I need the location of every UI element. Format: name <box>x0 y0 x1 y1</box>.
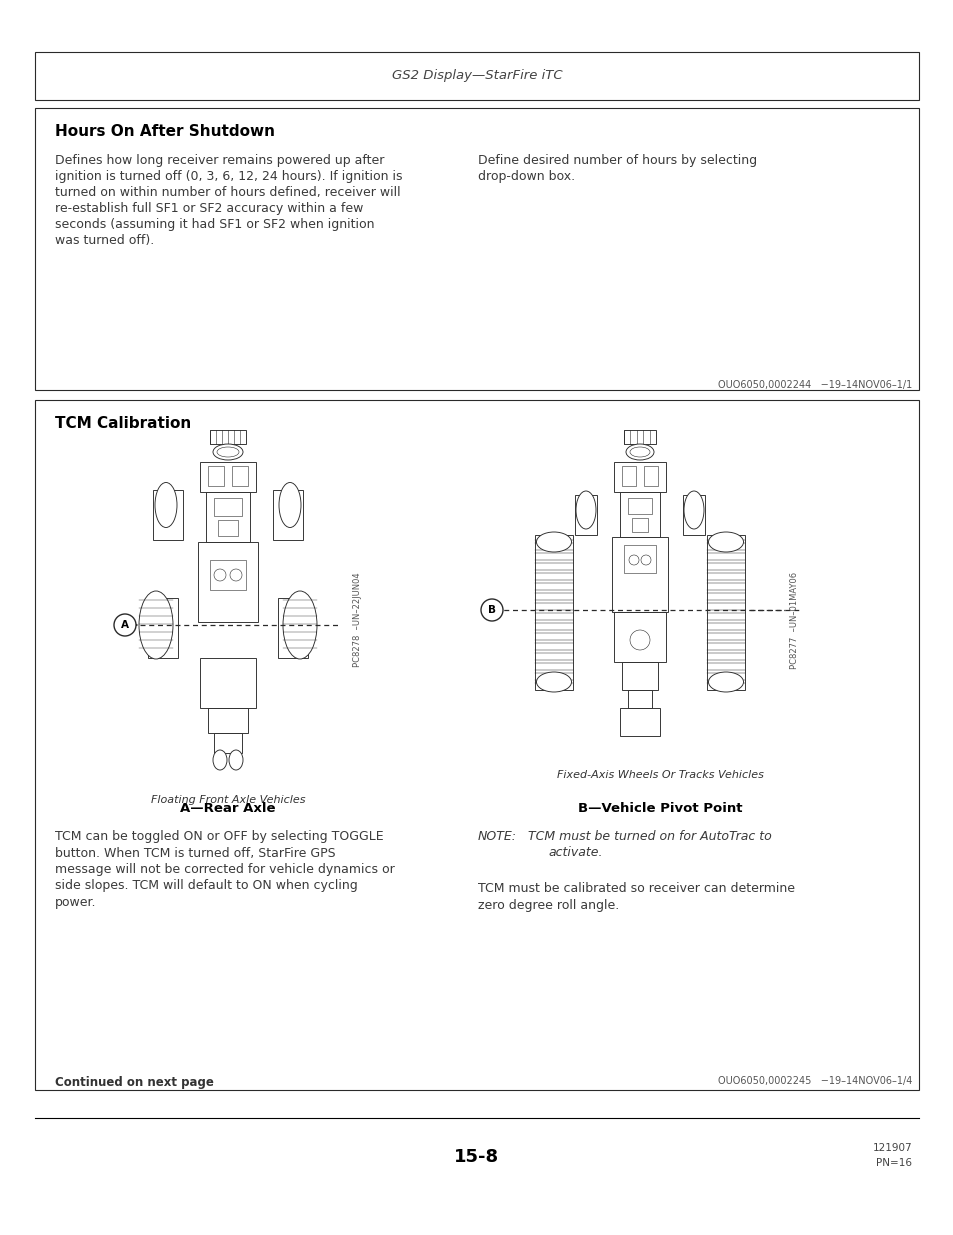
Bar <box>208 466 224 487</box>
Text: TCM Calibration: TCM Calibration <box>55 416 191 431</box>
Text: message will not be corrected for vehicle dynamics or: message will not be corrected for vehicl… <box>55 863 395 876</box>
Bar <box>643 466 658 487</box>
Text: B: B <box>488 605 496 615</box>
Bar <box>535 535 573 690</box>
Text: TCM can be toggled ON or OFF by selecting TOGGLE: TCM can be toggled ON or OFF by selectin… <box>55 830 383 844</box>
Circle shape <box>480 599 502 621</box>
Text: seconds (assuming it had SF1 or SF2 when ignition: seconds (assuming it had SF1 or SF2 when… <box>55 219 375 231</box>
Text: OUO6050,0002244   −19–14NOV06–1/1: OUO6050,0002244 −19–14NOV06–1/1 <box>717 380 911 390</box>
Text: PN=16: PN=16 <box>875 1158 911 1168</box>
Ellipse shape <box>278 483 301 527</box>
Ellipse shape <box>628 555 639 564</box>
Bar <box>213 498 242 516</box>
Bar <box>198 542 257 622</box>
Text: Fixed-Axis Wheels Or Tracks Vehicles: Fixed-Axis Wheels Or Tracks Vehicles <box>556 769 762 781</box>
Bar <box>614 462 665 492</box>
Bar <box>213 734 242 753</box>
Bar <box>621 662 658 690</box>
Ellipse shape <box>683 492 703 529</box>
Ellipse shape <box>154 483 177 527</box>
Bar <box>232 466 248 487</box>
Bar <box>614 613 665 662</box>
Ellipse shape <box>536 672 571 692</box>
Circle shape <box>113 614 136 636</box>
Bar <box>627 498 651 514</box>
Ellipse shape <box>229 750 243 769</box>
Text: drop-down box.: drop-down box. <box>477 170 575 183</box>
Bar <box>218 520 237 536</box>
Ellipse shape <box>283 592 316 659</box>
Ellipse shape <box>708 532 742 552</box>
Ellipse shape <box>213 569 226 580</box>
Text: TCM must be turned on for AutoTrac to: TCM must be turned on for AutoTrac to <box>527 830 771 844</box>
Bar <box>612 537 667 613</box>
Text: Hours On After Shutdown: Hours On After Shutdown <box>55 124 274 140</box>
Ellipse shape <box>213 445 243 459</box>
Bar <box>210 559 246 590</box>
Bar <box>621 466 636 487</box>
Bar <box>631 517 647 532</box>
Ellipse shape <box>216 447 239 457</box>
Bar <box>682 495 704 535</box>
Text: button. When TCM is turned off, StarFire GPS: button. When TCM is turned off, StarFire… <box>55 846 335 860</box>
Bar <box>277 598 308 658</box>
Text: activate.: activate. <box>547 846 602 860</box>
Ellipse shape <box>629 447 649 457</box>
Ellipse shape <box>139 592 172 659</box>
Bar <box>200 658 255 708</box>
Text: PC8277  –UN–01MAY06: PC8277 –UN–01MAY06 <box>790 572 799 668</box>
Bar <box>35 107 918 390</box>
Bar <box>35 400 918 1091</box>
Text: 15-8: 15-8 <box>454 1149 499 1166</box>
Bar <box>206 492 250 542</box>
Text: Define desired number of hours by selecting: Define desired number of hours by select… <box>477 154 757 167</box>
Text: OUO6050,0002245   −19–14NOV06–1/4: OUO6050,0002245 −19–14NOV06–1/4 <box>717 1076 911 1086</box>
Bar <box>208 708 248 734</box>
Text: zero degree roll angle.: zero degree roll angle. <box>477 899 618 911</box>
Bar <box>623 545 656 573</box>
Ellipse shape <box>708 672 742 692</box>
Ellipse shape <box>640 555 650 564</box>
Text: was turned off).: was turned off). <box>55 233 154 247</box>
Bar <box>619 708 659 736</box>
Bar <box>210 430 246 445</box>
Ellipse shape <box>625 445 654 459</box>
Text: NOTE:: NOTE: <box>477 830 517 844</box>
Bar <box>200 462 255 492</box>
Bar <box>273 490 303 540</box>
Text: turned on within number of hours defined, receiver will: turned on within number of hours defined… <box>55 186 400 199</box>
Text: re-establish full SF1 or SF2 accuracy within a few: re-establish full SF1 or SF2 accuracy wi… <box>55 203 363 215</box>
Ellipse shape <box>576 492 596 529</box>
Bar <box>575 495 597 535</box>
Ellipse shape <box>213 750 227 769</box>
Bar <box>35 52 918 100</box>
Text: ignition is turned off (0, 3, 6, 12, 24 hours). If ignition is: ignition is turned off (0, 3, 6, 12, 24 … <box>55 170 402 183</box>
Bar <box>619 492 659 537</box>
Text: Defines how long receiver remains powered up after: Defines how long receiver remains powere… <box>55 154 384 167</box>
Text: GS2 Display—StarFire iTC: GS2 Display—StarFire iTC <box>392 69 561 83</box>
Text: B—Vehicle Pivot Point: B—Vehicle Pivot Point <box>578 802 741 815</box>
Bar <box>152 490 183 540</box>
Bar <box>623 430 656 445</box>
Ellipse shape <box>230 569 242 580</box>
Bar <box>148 598 178 658</box>
Bar <box>627 690 651 708</box>
Ellipse shape <box>629 630 649 650</box>
Text: Continued on next page: Continued on next page <box>55 1076 213 1089</box>
Ellipse shape <box>536 532 571 552</box>
Text: TCM must be calibrated so receiver can determine: TCM must be calibrated so receiver can d… <box>477 882 794 895</box>
Text: Floating Front Axle Vehicles: Floating Front Axle Vehicles <box>151 795 305 805</box>
Text: A: A <box>121 620 129 630</box>
Bar <box>706 535 744 690</box>
Text: 121907: 121907 <box>871 1144 911 1153</box>
Text: power.: power. <box>55 897 96 909</box>
Text: side slopes. TCM will default to ON when cycling: side slopes. TCM will default to ON when… <box>55 879 357 893</box>
Text: PC8278  –UN–22JUN04: PC8278 –UN–22JUN04 <box>354 573 362 667</box>
Text: A—Rear Axle: A—Rear Axle <box>180 802 275 815</box>
